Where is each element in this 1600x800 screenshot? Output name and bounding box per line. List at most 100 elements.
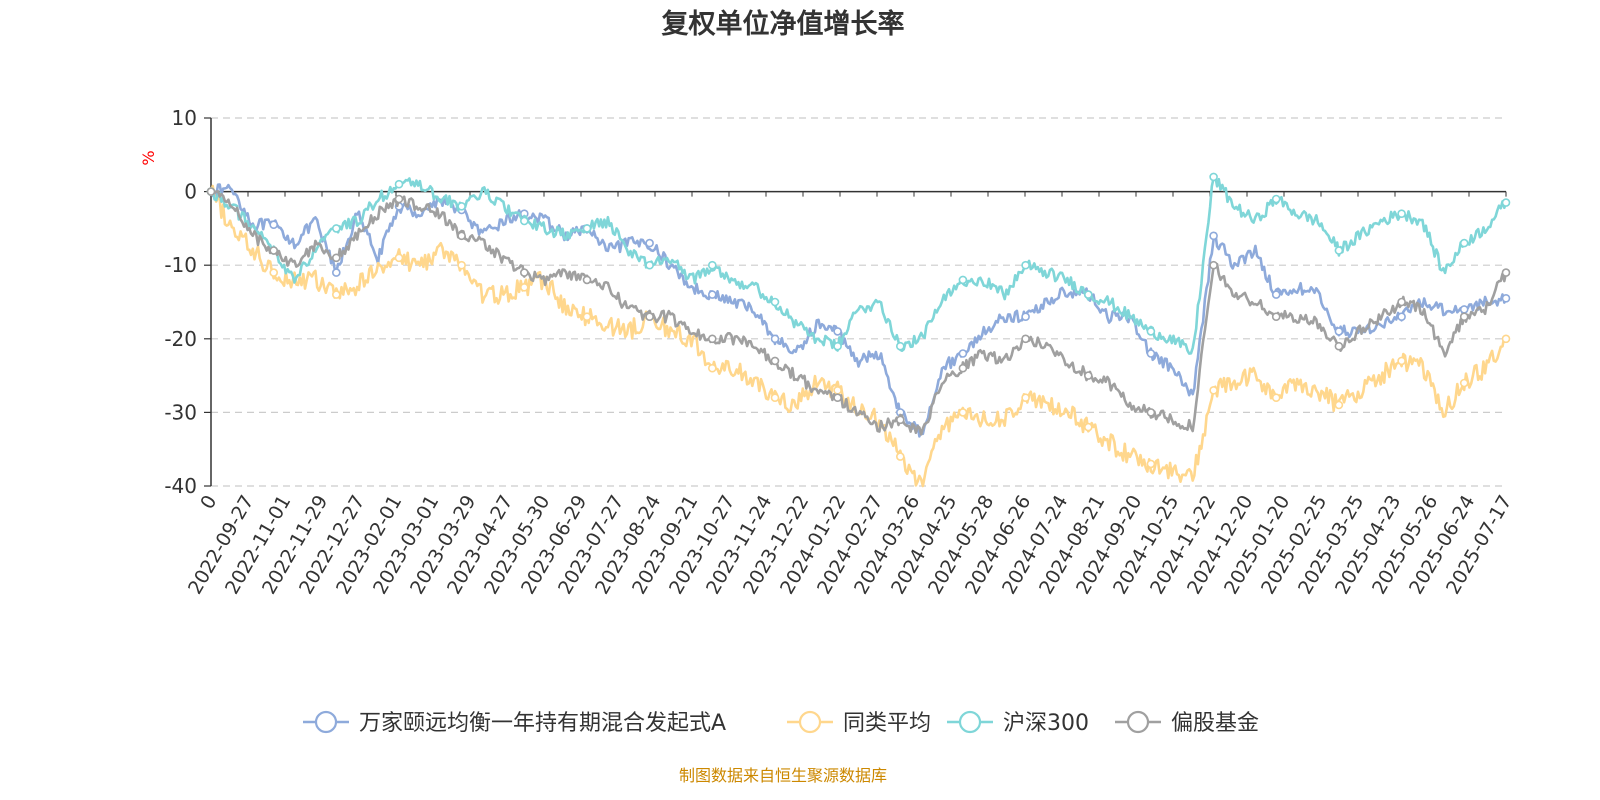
data-point: [1209, 260, 1218, 270]
data-point: [707, 290, 717, 299]
y-tick-label: -40: [164, 474, 197, 498]
data-point: [331, 290, 341, 299]
data-point: [958, 408, 968, 417]
source-note: 制图数据来自恒生聚源数据库: [678, 766, 887, 785]
data-point: [770, 334, 780, 344]
data-point: [1334, 246, 1344, 255]
data-point: [1271, 194, 1281, 204]
data-point: [1084, 422, 1093, 432]
data-point: [770, 356, 780, 366]
data-point: [394, 253, 404, 263]
data-point: [1271, 312, 1281, 322]
y-tick-label: 0: [184, 180, 197, 204]
data-point: [1334, 400, 1344, 410]
data-point: [1459, 312, 1469, 322]
data-point: [1459, 378, 1469, 388]
grid-lines: [211, 117, 1506, 487]
y-axis-label: %: [139, 150, 158, 165]
data-point: [1459, 238, 1469, 248]
data-point: [707, 260, 717, 270]
data-point: [707, 334, 717, 344]
data-point: [958, 349, 968, 358]
y-tick-label: 10: [172, 106, 197, 130]
data-point: [1146, 327, 1156, 336]
data-point: [958, 275, 968, 285]
series-line: [209, 174, 1508, 355]
data-point: [331, 268, 341, 277]
data-point: [1501, 293, 1511, 303]
data-point: [1397, 297, 1406, 307]
x-tick-label: 0: [196, 492, 221, 513]
data-point: [1334, 327, 1344, 336]
data-point: [833, 385, 842, 395]
data-point: [1459, 305, 1469, 314]
data-point: [1209, 231, 1218, 241]
data-point: [269, 220, 279, 229]
data-point: [833, 393, 842, 403]
data-point: [1209, 172, 1218, 182]
data-point: [1021, 312, 1030, 322]
data-point: [457, 202, 466, 211]
y-tick-label: -30: [164, 400, 197, 424]
legend-marker: [798, 710, 822, 734]
data-point: [833, 327, 842, 336]
legend-marker: [958, 710, 982, 734]
data-point: [1501, 198, 1511, 207]
series-line: [209, 183, 1508, 438]
series-line: [209, 184, 1508, 488]
data-point: [645, 238, 654, 248]
data-point: [895, 452, 905, 461]
data-point: [331, 224, 341, 233]
data-point: [519, 216, 529, 226]
legend-label: 同类平均: [843, 711, 931, 736]
data-point: [269, 268, 279, 277]
chart-title: 复权单位净值增长率: [661, 9, 905, 40]
data-point: [394, 179, 404, 189]
y-tick-label: -10: [164, 253, 197, 277]
data-point: [958, 363, 968, 373]
series-lines: [206, 172, 1511, 488]
data-point: [1021, 260, 1030, 270]
data-point: [1397, 312, 1406, 322]
data-point: [1146, 459, 1156, 469]
data-point: [206, 187, 216, 196]
data-point: [645, 260, 654, 270]
data-point: [1146, 349, 1156, 358]
data-point: [1501, 268, 1511, 277]
legend-label: 偏股基金: [1171, 711, 1259, 736]
data-point: [269, 246, 279, 255]
data-point: [457, 260, 466, 270]
data-point: [394, 194, 404, 204]
data-point: [1209, 385, 1218, 395]
data-point: [833, 341, 842, 351]
data-point: [1334, 341, 1344, 351]
data-point: [582, 312, 592, 322]
data-point: [1397, 356, 1406, 366]
legend-marker: [314, 710, 338, 734]
data-point: [582, 224, 592, 233]
data-point: [1271, 290, 1281, 299]
data-point: [895, 415, 905, 425]
data-point: [1084, 290, 1093, 299]
y-tick-label: -20: [164, 327, 197, 351]
axes: 100-10-20-30-40%02022-09-272022-11-01202…: [139, 106, 1516, 598]
legend-label: 万家颐远均衡一年持有期混合发起式A: [359, 711, 726, 736]
data-point: [582, 275, 592, 285]
data-point: [1021, 334, 1030, 344]
legend-marker: [1126, 710, 1150, 734]
data-point: [770, 297, 780, 307]
line-chart: 100-10-20-30-40%02022-09-272022-11-01202…: [139, 106, 1516, 736]
data-point: [895, 341, 905, 351]
data-point: [707, 363, 717, 373]
data-point: [1271, 393, 1281, 403]
legend[interactable]: 万家颐远均衡一年持有期混合发起式A 同类平均 沪深300 偏股基金: [303, 710, 1259, 736]
data-point: [645, 312, 654, 322]
data-point: [770, 393, 780, 403]
data-point: [519, 282, 529, 292]
data-point: [1146, 408, 1156, 417]
data-point: [457, 231, 466, 241]
data-point: [519, 268, 529, 277]
data-point: [331, 253, 341, 263]
data-point: [1501, 334, 1511, 344]
series-line: [210, 189, 1508, 436]
